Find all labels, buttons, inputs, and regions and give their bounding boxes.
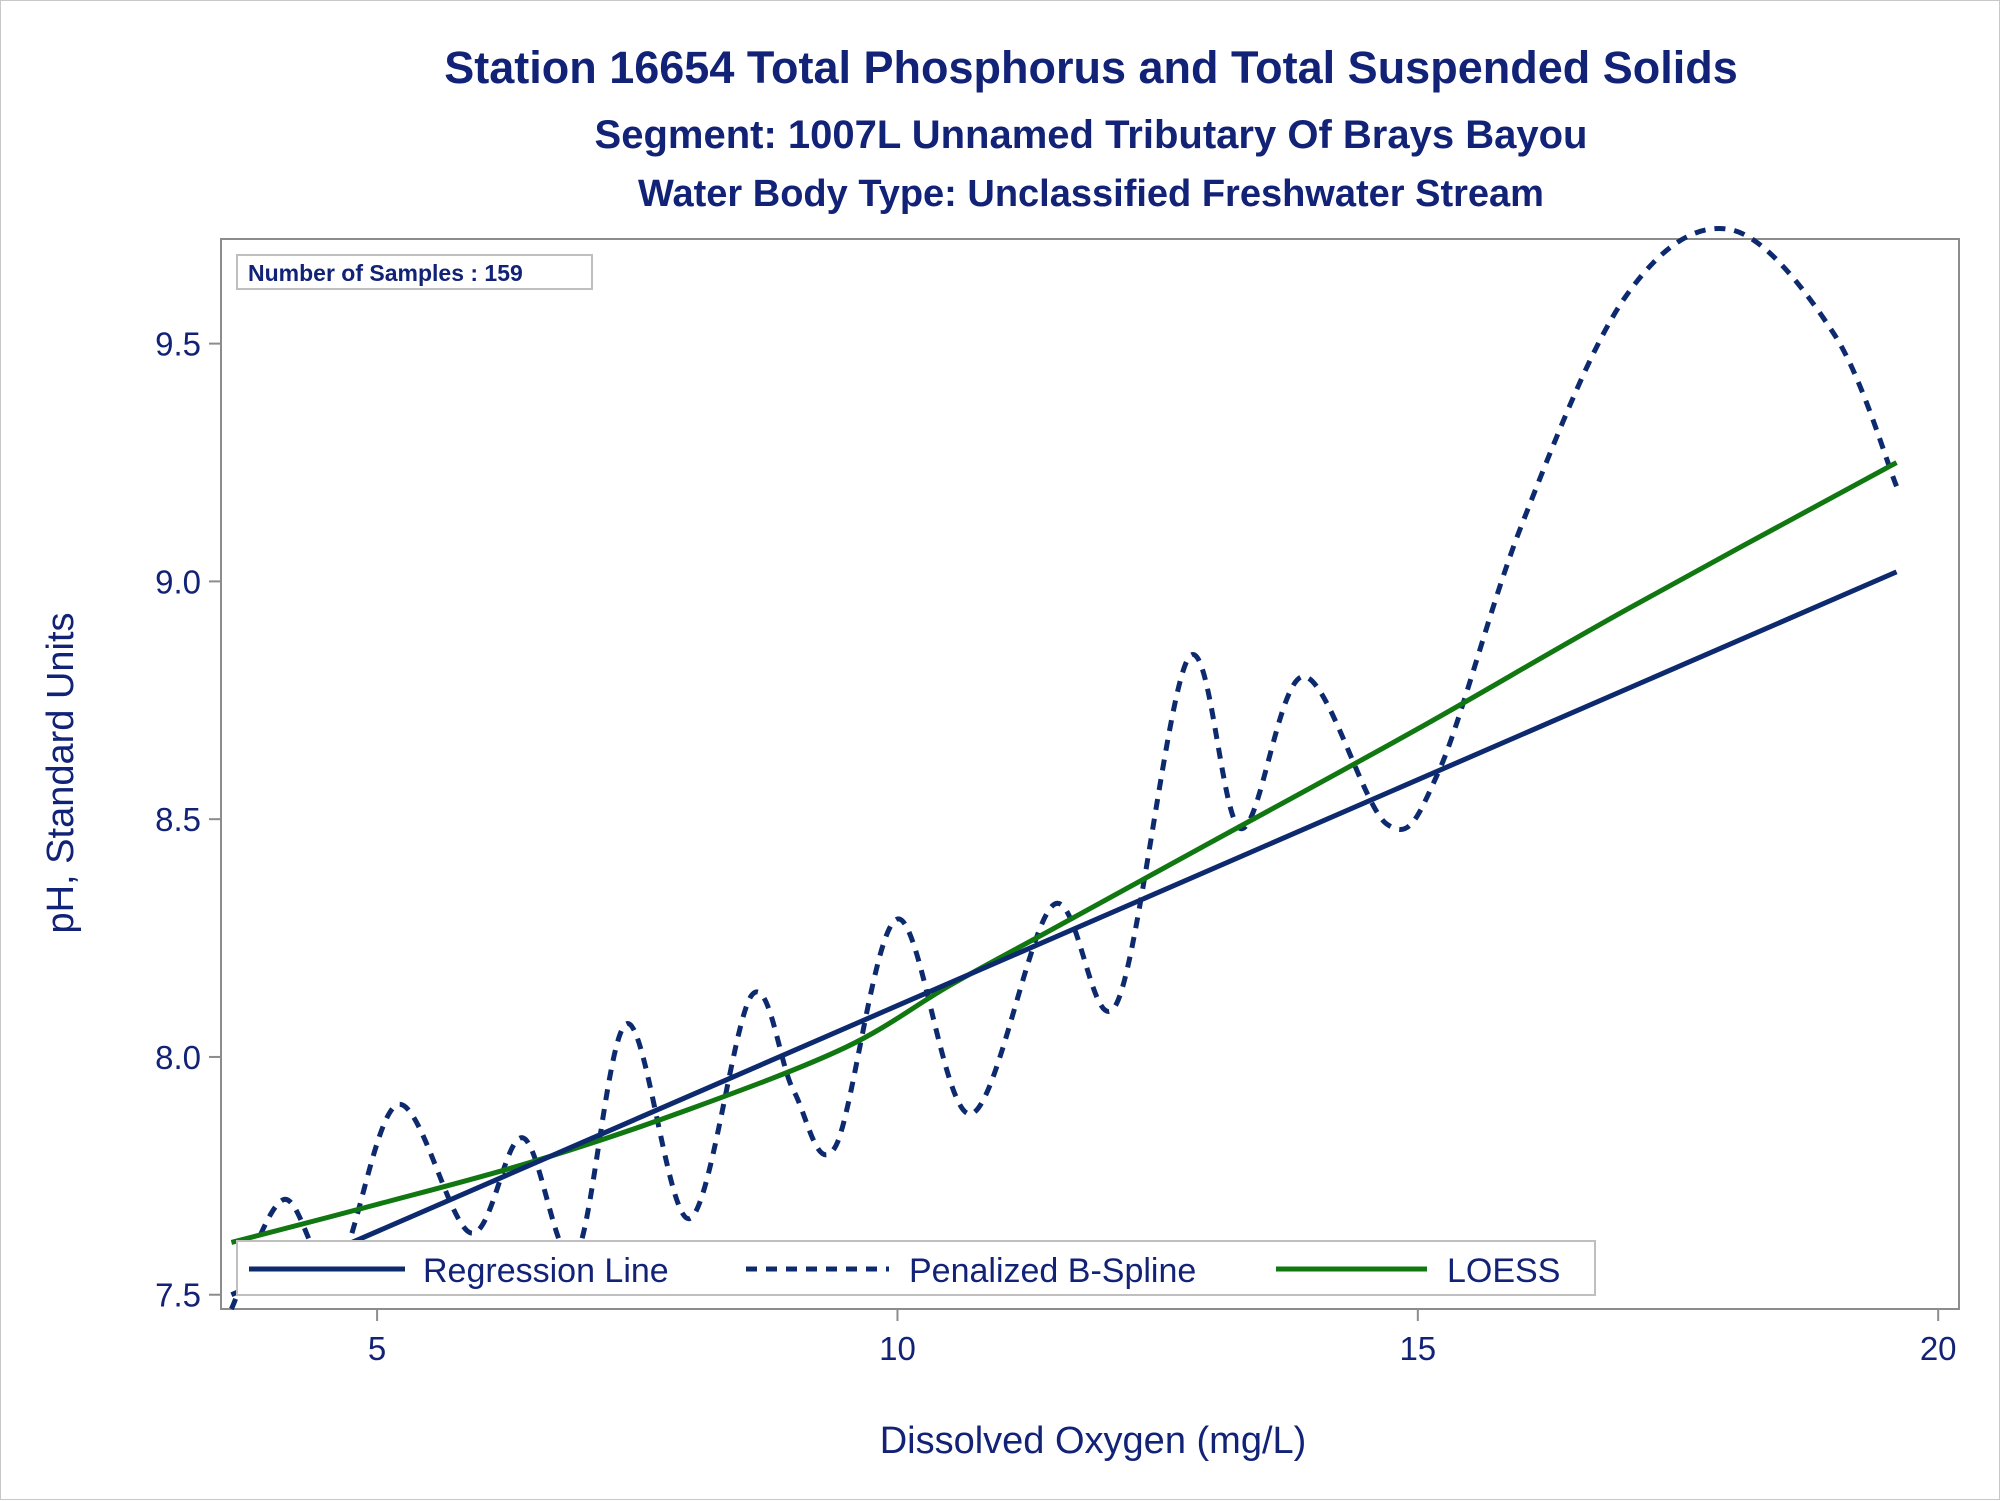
series-line-regression-line	[230, 569, 1898, 1298]
legend: Regression Line Penalized B-Spline LOESS	[236, 1240, 1596, 1296]
chart-subtitle-2: Water Body Type: Unclassified Freshwater…	[638, 173, 1544, 215]
x-tick-label: 10	[879, 1330, 916, 1367]
x-axis: 5 10 15 20	[368, 1309, 1957, 1367]
series-layer	[229, 226, 1899, 1311]
y-axis: 7.5 8.0 8.5 9.0 9.5	[155, 326, 221, 1314]
x-tick-label: 5	[368, 1330, 386, 1367]
y-axis-label: pH, Standard Units	[40, 612, 82, 933]
legend-label-loess: LOESS	[1447, 1252, 1560, 1290]
sample-count-inset: Number of Samples : 159	[236, 254, 593, 290]
sample-count-label: Number of Samples : 159	[248, 260, 523, 286]
y-tick-label: 8.0	[155, 1039, 201, 1076]
sample-count-box	[236, 254, 593, 290]
y-tick-label: 9.0	[155, 563, 201, 600]
y-tick-label: 9.5	[155, 326, 201, 363]
y-tick-label: 8.5	[155, 801, 201, 838]
plot-area	[220, 238, 1960, 1310]
legend-label-regression-line: Regression Line	[423, 1252, 669, 1290]
chart-subtitle: Segment: 1007L Unnamed Tributary Of Bray…	[595, 113, 1588, 157]
x-tick-label: 15	[1399, 1330, 1436, 1367]
y-tick-label: 7.5	[155, 1277, 201, 1314]
chart-title: Station 16654 Total Phosphorus and Total…	[444, 42, 1738, 93]
x-axis-label: Dissolved Oxygen (mg/L)	[880, 1420, 1307, 1462]
legend-label-penalized-b-spline: Penalized B-Spline	[909, 1252, 1196, 1290]
x-tick-label: 20	[1920, 1330, 1957, 1367]
